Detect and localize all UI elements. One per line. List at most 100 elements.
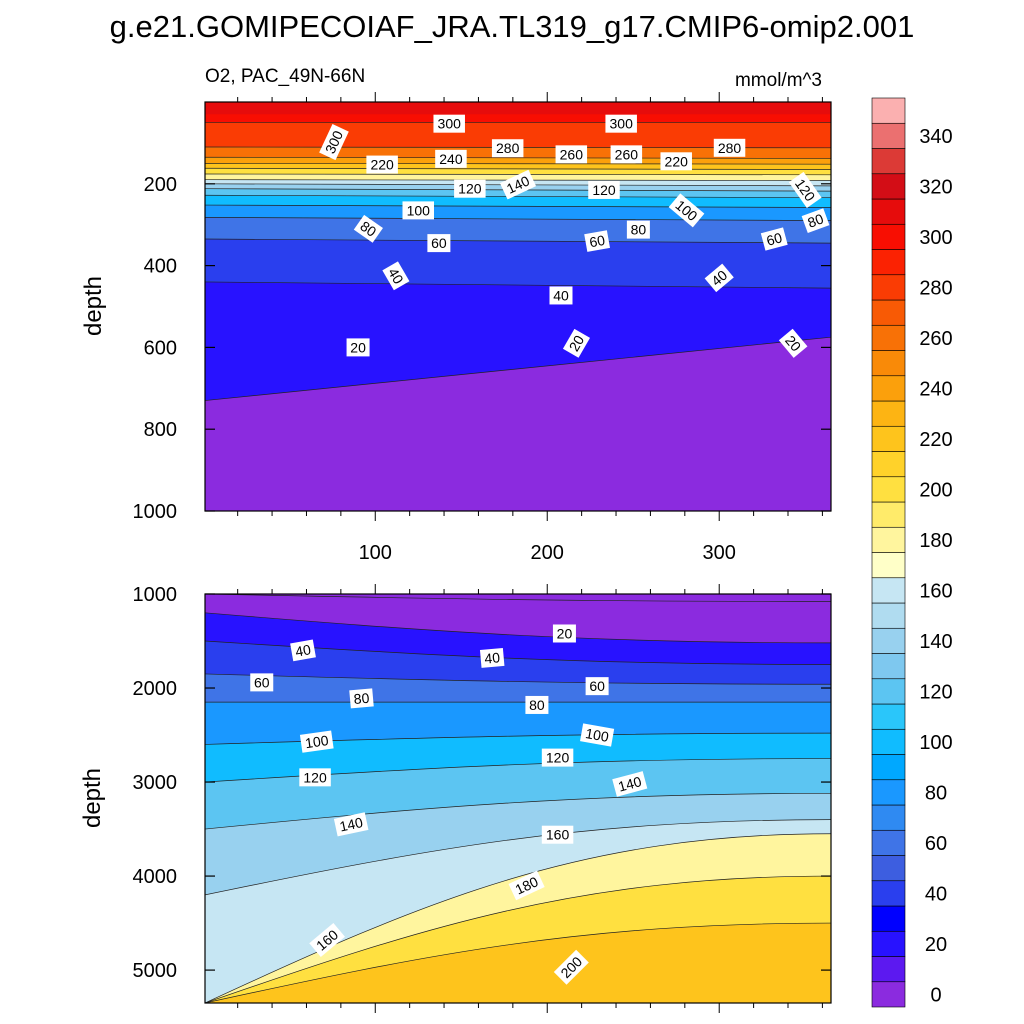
x-tick-label: 200 — [531, 542, 564, 564]
contour-label-text: 40 — [484, 649, 501, 666]
contour-label-text: 300 — [438, 116, 462, 132]
top-plot-frame — [204, 101, 832, 512]
contour-label: 20 — [562, 328, 591, 358]
contour-line-120 — [205, 758, 831, 783]
contour-line-40 — [205, 281, 831, 289]
contour-label-text: 240 — [439, 151, 463, 167]
colorbar-cell — [871, 930, 906, 957]
y-tick-label: 2000 — [133, 678, 178, 700]
y-tick-label: 1000 — [133, 501, 178, 523]
colorbar-cell — [871, 880, 906, 907]
contour-label-text: 100 — [407, 202, 431, 218]
contour-label: 140 — [612, 771, 648, 797]
contour-line-100 — [205, 204, 831, 208]
contour-label-text: 120 — [303, 769, 327, 785]
colorbar-cell — [871, 855, 906, 882]
contour-label-text: 40 — [553, 287, 569, 303]
contour-line-220 — [205, 922, 831, 1003]
contour-label: 80 — [626, 220, 650, 239]
contour-label-text: 20 — [350, 339, 366, 355]
bottom-plot-frame — [204, 593, 832, 1004]
y-tick-label: 200 — [144, 174, 177, 196]
contour-line-60 — [205, 238, 831, 244]
y-tick-label: 5000 — [133, 960, 178, 982]
contour-label: 60 — [250, 673, 274, 692]
colorbar-cell — [871, 829, 906, 856]
contour-label: 260 — [610, 145, 643, 164]
colorbar-tick-label: 20 — [925, 934, 947, 956]
colorbar-cell — [871, 779, 906, 806]
contour-label-text: 120 — [546, 750, 570, 766]
colorbar-tick-label: 40 — [925, 883, 947, 905]
colorbar-cell — [871, 804, 906, 831]
contour-label: 100 — [299, 730, 334, 753]
contour-label-text: 20 — [557, 625, 573, 641]
x-tick-label: 100 — [359, 542, 392, 564]
contour-line-160 — [205, 819, 831, 896]
contour-label-text: 140 — [616, 773, 643, 795]
contour-fill-220 — [205, 923, 831, 1003]
y-tick-label: 1000 — [133, 584, 178, 606]
colorbar-cell — [871, 375, 906, 402]
colorbar-cell — [871, 678, 906, 705]
colorbar-tick-label: 340 — [919, 126, 952, 148]
colorbar-cell — [871, 703, 906, 730]
colorbar-tick-label: 200 — [919, 479, 952, 501]
contour-label-text: 80 — [631, 222, 647, 238]
colorbar-cell — [871, 905, 906, 932]
top-y-axis-label: depth — [80, 276, 107, 336]
colorbar-tick-label: 220 — [919, 429, 952, 451]
contour-label: 40 — [290, 639, 316, 662]
colorbar-tick-label: 160 — [919, 580, 952, 602]
contour-line-220 — [205, 167, 831, 170]
contour-label: 260 — [555, 145, 588, 164]
contour-line-20 — [205, 612, 831, 644]
contour-label: 40 — [549, 286, 573, 305]
contour-label-text: 280 — [496, 140, 520, 156]
contour-label: 120 — [299, 768, 331, 787]
contour-label-text: 60 — [589, 678, 605, 694]
contour-label-text: 120 — [592, 182, 616, 198]
colorbar-cell — [871, 476, 906, 503]
colorbar-cell — [871, 223, 906, 250]
colorbar-cell — [871, 451, 906, 478]
colorbar-cell — [871, 577, 906, 604]
contour-label: 140 — [333, 812, 369, 837]
contour-line-20 — [205, 336, 831, 401]
contour-label: 300 — [605, 114, 637, 133]
colorbar: 0 20 40 60 80 100 120 140 160 180 200 220 240 260 280 3… — [871, 97, 953, 1008]
contour-label-text: 160 — [546, 827, 570, 843]
contour-label-text: 60 — [588, 232, 606, 250]
contour-label: 40 — [704, 263, 734, 293]
colorbar-tick-label: 280 — [919, 277, 952, 299]
contour-label: 60 — [760, 227, 788, 251]
y-tick-label: 400 — [144, 256, 177, 278]
contour-label: 240 — [435, 149, 467, 168]
contour-label-text: 60 — [765, 229, 784, 249]
contour-label-text: 260 — [615, 146, 639, 162]
contour-label: 60 — [427, 234, 451, 253]
colorbar-cell — [871, 122, 906, 149]
colorbar-cell — [871, 754, 906, 781]
contour-label: 100 — [580, 723, 615, 747]
colorbar-tick-label: 180 — [919, 530, 952, 552]
contour-label-text: 220 — [370, 157, 394, 173]
contour-label-text: 40 — [385, 265, 407, 287]
contour-label: 80 — [353, 214, 383, 243]
contour-label-text: 20 — [566, 332, 588, 354]
contour-label-text: 80 — [805, 210, 825, 230]
contour-line-200 — [205, 173, 831, 176]
contour-label-text: 80 — [353, 690, 370, 707]
contour-label: 160 — [541, 825, 574, 844]
x-tick-label: 300 — [703, 542, 736, 564]
colorbar-tick-label: 80 — [925, 782, 947, 804]
contour-label-text: 300 — [610, 116, 634, 132]
contour-line-200 — [205, 875, 831, 1003]
contour-label: 40 — [479, 647, 505, 668]
colorbar-tick-label: 100 — [919, 732, 952, 754]
colorbar-cell — [871, 526, 906, 553]
colorbar-cell — [871, 97, 906, 124]
contour-label: 220 — [660, 152, 692, 171]
